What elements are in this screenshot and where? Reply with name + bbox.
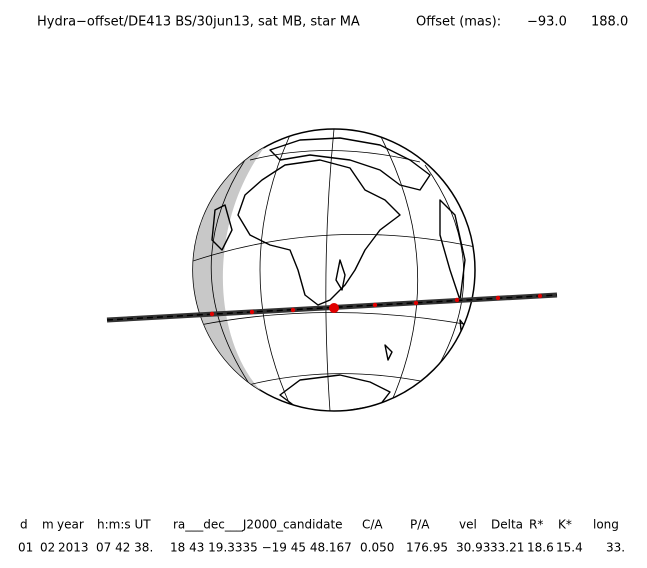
cell: 2013 [58,541,89,555]
column-header: Delta [491,518,523,532]
cell: 18 43 19.3335 −19 45 48.167 [170,541,352,555]
column-header: C/A [362,518,383,532]
column-header: h:m:s UT [97,518,151,532]
cell: 33. [606,541,625,555]
cell: 07 42 38. [96,541,153,555]
column-header: d [20,518,28,532]
column-header: R* [529,518,543,532]
globe [192,128,476,412]
offset-value: −93.0 [527,15,567,30]
offset-value: 188.0 [591,15,628,30]
cell: 0.050 [360,541,394,555]
cell: 18.6 [527,541,554,555]
cell: 02 [40,541,55,555]
column-header: K* [558,518,572,532]
event-table: d m year h:m:s UT ra___dec___J2000_candidate… [18,518,625,555]
cell: 176.95 [406,541,448,555]
column-header: ra___dec___J2000_candidate [173,518,343,532]
cell: 01 [18,541,33,555]
column-header: year [57,518,84,532]
column-header: vel [459,518,477,532]
column-header: P/A [410,518,430,532]
cell: 30.93 [456,541,490,555]
column-header: long [593,518,619,532]
title: Hydra−offset/DE413 BS/30jun13, sat MB, s… [37,15,360,30]
cell: 33.21 [490,541,524,555]
offset-label: Offset (mas): [416,15,501,30]
column-header: m [42,518,54,532]
cell: 15.4 [556,541,583,555]
shadow-path [106,292,558,323]
